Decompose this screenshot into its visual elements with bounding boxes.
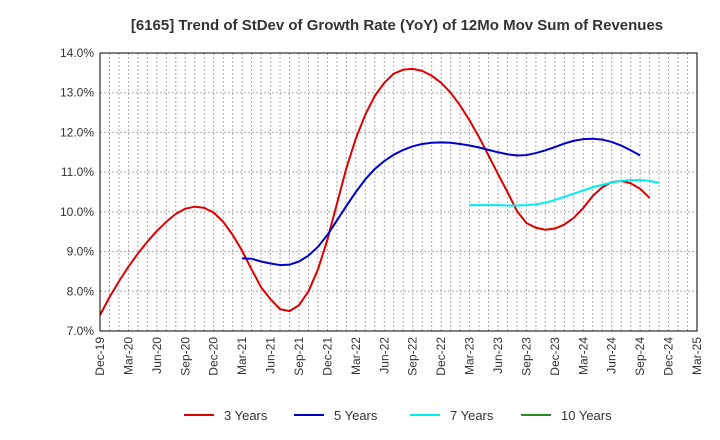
legend: 3 Years 5 Years 7 Years 10 Years bbox=[184, 408, 612, 423]
y-tick-label: 7.0% bbox=[67, 324, 95, 338]
y-tick-label: 9.0% bbox=[67, 245, 95, 259]
y-tick-label: 12.0% bbox=[60, 125, 94, 139]
x-axis-ticks: Dec-19 Mar-20 Jun-20 Sep-20 Dec-20 Mar-21 Jun-… bbox=[93, 337, 704, 376]
x-tick-label: Dec-19 bbox=[93, 337, 107, 376]
y-tick-label: 13.0% bbox=[60, 86, 94, 100]
y-tick-label: 10.0% bbox=[60, 205, 94, 219]
x-tick-label: Jun-20 bbox=[150, 337, 164, 374]
legend-label: 7 Years bbox=[450, 408, 494, 423]
series-lines bbox=[99, 67, 660, 316]
x-tick-label: Jun-21 bbox=[264, 337, 278, 374]
x-tick-label: Dec-21 bbox=[320, 337, 334, 376]
legend-label: 10 Years bbox=[561, 408, 612, 423]
grid bbox=[100, 52, 697, 332]
x-tick-label: Jun-24 bbox=[605, 337, 619, 374]
x-tick-label: Sep-21 bbox=[292, 337, 306, 376]
x-tick-label: Mar-21 bbox=[235, 337, 249, 375]
series-line-7-years bbox=[469, 179, 660, 207]
x-tick-label: Jun-23 bbox=[491, 337, 505, 374]
legend-label: 5 Years bbox=[334, 408, 378, 423]
x-tick-label: Sep-23 bbox=[519, 337, 533, 376]
series-line-3-years bbox=[99, 67, 651, 316]
x-tick-label: Dec-20 bbox=[207, 337, 221, 376]
x-tick-label: Dec-23 bbox=[548, 337, 562, 376]
y-axis-ticks: 7.0% 8.0% 9.0% 10.0% 11.0% 12.0% 13.0% 14.0% bbox=[60, 46, 94, 338]
x-tick-label: Mar-25 bbox=[690, 337, 704, 375]
y-tick-label: 8.0% bbox=[67, 284, 95, 298]
legend-label: 3 Years bbox=[224, 408, 268, 423]
x-tick-label: Mar-22 bbox=[349, 337, 363, 375]
x-tick-label: Mar-23 bbox=[463, 337, 477, 375]
x-tick-label: Mar-20 bbox=[121, 337, 135, 375]
x-tick-label: Sep-20 bbox=[178, 337, 192, 376]
x-tick-label: Sep-22 bbox=[406, 337, 420, 376]
x-tick-label: Mar-24 bbox=[576, 337, 590, 375]
chart-title: [6165] Trend of StDev of Growth Rate (Yo… bbox=[131, 17, 663, 34]
x-tick-label: Sep-24 bbox=[633, 337, 647, 376]
plot-area-frame bbox=[99, 52, 698, 332]
x-tick-label: Dec-24 bbox=[662, 337, 676, 376]
y-tick-label: 14.0% bbox=[60, 46, 94, 60]
y-tick-label: 11.0% bbox=[61, 165, 94, 179]
series-line-5-years bbox=[242, 137, 641, 267]
x-tick-label: Jun-22 bbox=[377, 337, 391, 374]
x-tick-label: Dec-22 bbox=[434, 337, 448, 376]
